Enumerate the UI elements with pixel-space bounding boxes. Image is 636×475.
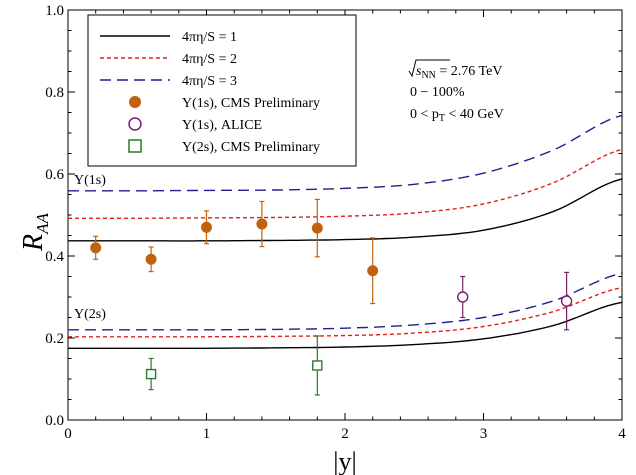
centrality-annotation: 0 − 100% [410,85,465,100]
x-tick-label: 2 [341,426,349,442]
marker-filled-circle [201,221,212,233]
legend-label: 4πη/S = 1 [182,30,237,45]
legend-swatch-open-square [128,139,142,153]
x-tick-label: 4 [618,426,626,442]
y-axis-label-main: R [18,234,49,252]
y-tick-label: 0.0 [45,413,64,429]
annotations: sNN = 2.76 TeV 0 − 100% 0 < pT < 40 GeV … [74,59,504,322]
y-axis-label-sub: AA [33,213,52,235]
legend-swatch-open-circle [128,117,142,131]
pt-prefix: 0 < p [410,107,439,122]
data-point [201,210,212,245]
x-tick-label: 3 [480,426,488,442]
y-axis-label: RAA [18,213,52,252]
y-tick-label: 0.6 [45,167,64,183]
legend-item: Υ(2s), CMS Preliminary [128,139,320,155]
upsilon-2s-label: Υ(2s) [74,307,106,322]
curve-2s-3 [68,272,623,331]
model-curves [68,114,623,349]
energy-suffix: = 2.76 TeV [436,64,503,79]
x-tick-label: 0 [64,426,72,442]
x-tick-label: 1 [203,426,211,442]
legend-label: Υ(2s), CMS Preliminary [182,140,320,155]
data-point [367,237,379,305]
legend-swatch-filled-circle [129,96,141,108]
data-points [90,198,573,396]
pt-annotation: 0 < pT < 40 GeV [410,107,504,124]
y-tick-label: 0.2 [45,331,64,347]
curve-1s-1 [68,178,623,242]
data-point [256,200,268,248]
marker-open-circle [457,291,469,303]
marker-open-square [312,360,323,371]
legend: 4πη/S = 1 4πη/S = 2 4πη/S = 3 Υ(1s), CMS Pr… [87,14,357,167]
legend-item: 4πη/S = 1 [100,30,237,45]
marker-open-circle [560,295,573,307]
marker-filled-circle [90,242,102,254]
curve-2s-1 [68,301,623,349]
data-point [90,235,102,260]
data-point [145,357,157,391]
curve-1s-2 [68,148,623,220]
data-point [145,246,157,273]
marker-filled-circle [256,218,268,230]
legend-item: 4πη/S = 2 [100,52,237,67]
data-point [312,335,323,396]
legend-label: Υ(1s), ALICE [182,118,262,133]
pt-suffix: < 40 GeV [445,107,504,122]
legend-item: Υ(1s), CMS Preliminary [129,96,320,111]
marker-filled-circle [367,265,379,277]
marker-open-square [145,368,157,380]
energy-prefix: s [416,64,422,79]
y-tick-label: 1.0 [45,3,64,19]
energy-annotation: sNN = 2.76 TeV [408,59,502,81]
svg-text:sNN = 2.76 TeV: sNN = 2.76 TeV [416,64,502,81]
marker-filled-circle [311,222,323,234]
curve-1s-3 [68,114,623,192]
energy-sub: NN [421,70,435,81]
data-point [311,198,323,258]
y-tick-label: 0.4 [45,249,64,265]
pt-sub: T [439,113,445,124]
legend-label: 4πη/S = 3 [182,74,237,89]
curve-2s-2 [68,286,623,338]
legend-label: 4πη/S = 2 [182,52,237,67]
x-axis-label: |y| [333,447,356,475]
data-point [560,271,573,331]
upsilon-1s-label: Υ(1s) [74,173,106,188]
legend-label: Υ(1s), CMS Preliminary [182,96,320,111]
data-point [457,275,469,319]
legend-item: 4πη/S = 3 [100,74,237,89]
axis-ticks: 0 1 2 3 4 0.0 0.2 0.4 0.6 0.8 1.0 [45,3,626,442]
marker-filled-circle [145,253,157,265]
legend-item: Υ(1s), ALICE [128,117,262,133]
y-tick-label: 0.8 [45,85,64,101]
